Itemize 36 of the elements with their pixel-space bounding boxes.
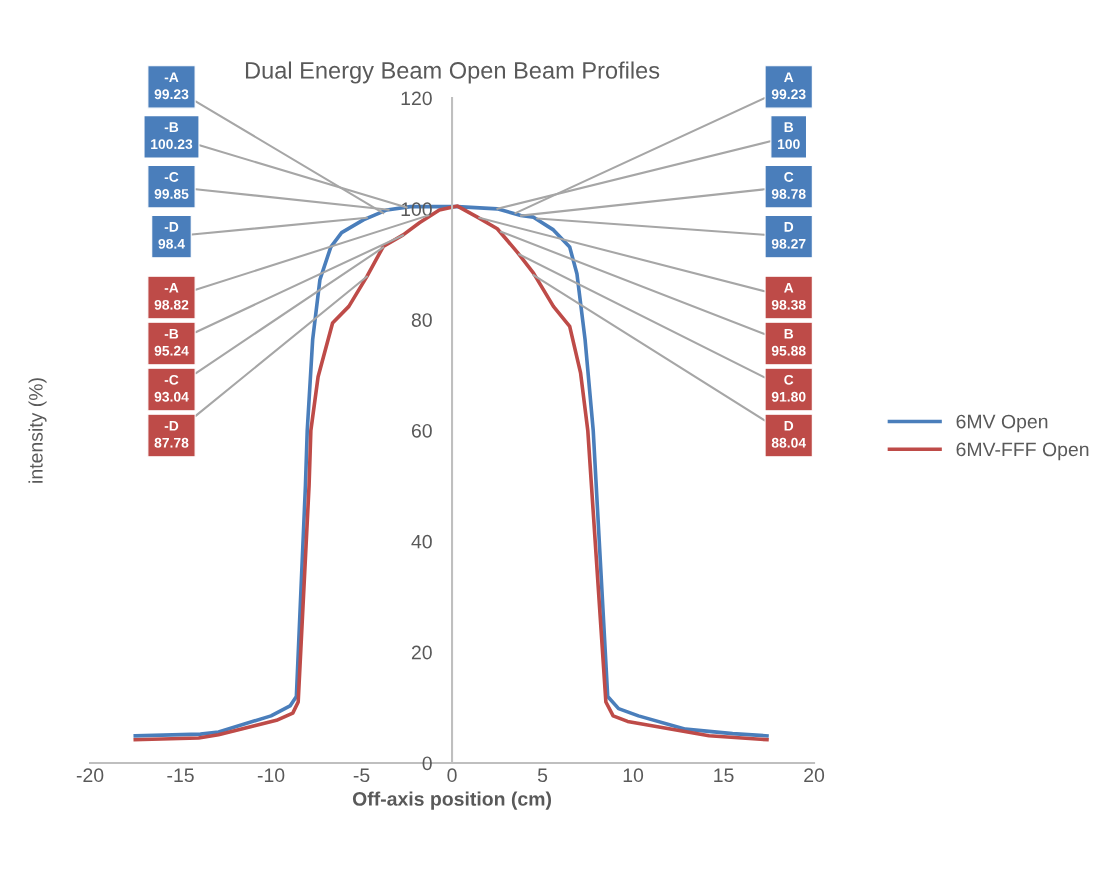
y-tick-label: 80 xyxy=(411,313,432,327)
annotation: D 88.04 xyxy=(771,421,807,448)
annotation: D 98.27 xyxy=(771,222,806,249)
annotation: -A 98.82 xyxy=(154,283,189,310)
annotation: -A 99.23 xyxy=(154,72,189,100)
y-tick-label: 120 xyxy=(401,91,432,106)
annotation: C 91.80 xyxy=(771,374,806,402)
legend-label: 6MV-FFF Open xyxy=(956,442,1089,461)
annotation: -C 99.85 xyxy=(154,172,189,199)
x-tick-label: 5 xyxy=(537,768,548,783)
annotation: B 100 xyxy=(778,122,800,150)
annotation: -D 98.4 xyxy=(158,222,185,249)
annotation: -D 87.78 xyxy=(154,421,189,448)
x-tick-label: 15 xyxy=(714,768,734,783)
chart-title: Dual Energy Beam Open Beam Profiles xyxy=(245,61,660,84)
x-tick-label: -15 xyxy=(167,768,194,783)
annotation: A 99.23 xyxy=(771,72,806,100)
y-tick-label: 40 xyxy=(411,534,432,549)
annotation: -C 93.04 xyxy=(154,374,189,402)
x-axis-title: Off-axis position (cm) xyxy=(352,791,552,810)
legend-label: 6MV Open xyxy=(956,414,1048,433)
x-tick-label: -5 xyxy=(353,768,370,783)
y-tick-label: 20 xyxy=(411,645,432,660)
annotation: -B 95.24 xyxy=(154,329,189,356)
y-axis-title: intensity (%) xyxy=(28,378,47,483)
annotation: A 98.38 xyxy=(771,283,806,310)
y-tick-label: 60 xyxy=(411,423,432,438)
x-tick-label: -20 xyxy=(76,768,104,783)
x-tick-label: -10 xyxy=(257,768,285,783)
annotation: -B 100.23 xyxy=(151,122,193,150)
x-tick-label: 20 xyxy=(804,768,825,783)
annotation: C 98.78 xyxy=(771,172,806,199)
annotation: B 95.88 xyxy=(771,329,806,356)
x-tick-label: 0 xyxy=(447,768,457,783)
x-tick-label: 10 xyxy=(623,768,644,783)
y-tick-label: 0 xyxy=(422,756,432,771)
